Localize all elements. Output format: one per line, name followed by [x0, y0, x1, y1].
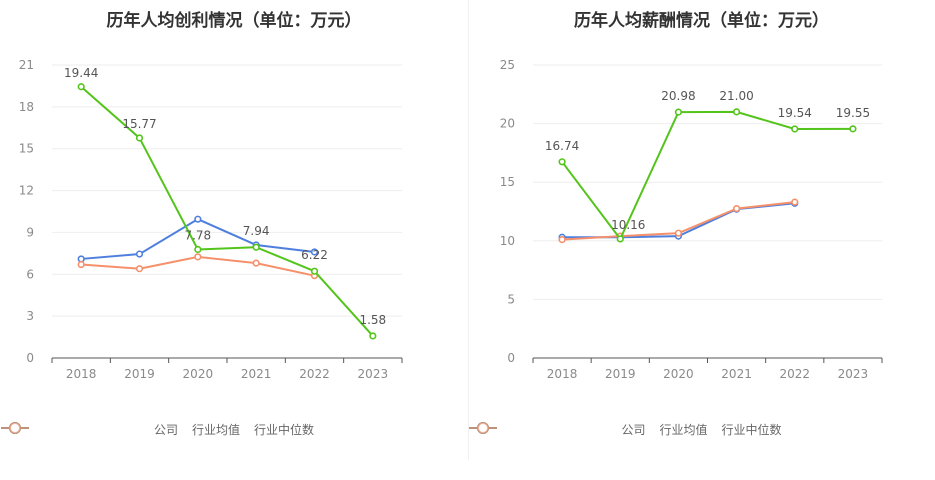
- data-point: [194, 215, 202, 223]
- y-tick-label: 9: [26, 225, 34, 239]
- data-point: [194, 253, 202, 261]
- legend-marker: [477, 422, 489, 434]
- data-point: [252, 259, 260, 267]
- data-point: [310, 267, 319, 275]
- data-label: 19.54: [778, 106, 812, 120]
- x-tick-label: 2020: [663, 367, 694, 381]
- legend-item-2[interactable]: 行业中位数: [469, 421, 782, 438]
- data-label: 6.22: [301, 248, 328, 262]
- legend-marker: [9, 422, 21, 434]
- legend-item-0[interactable]: 公司: [469, 421, 646, 438]
- y-tick-label: 0: [507, 351, 515, 365]
- legend-label: 公司: [621, 423, 646, 437]
- data-label: 7.94: [243, 224, 270, 238]
- data-point: [558, 236, 566, 244]
- data-label: 19.44: [64, 66, 98, 80]
- panel-divider: [468, 0, 469, 460]
- data-label: 1.58: [359, 313, 386, 327]
- data-label: 19.55: [836, 106, 870, 120]
- data-point: [732, 204, 741, 213]
- y-tick-label: 15: [500, 175, 515, 189]
- legend-label: 行业均值: [191, 423, 240, 437]
- x-tick-label: 2023: [838, 367, 869, 381]
- legend-item-0[interactable]: 公司: [1, 421, 178, 438]
- data-point: [135, 265, 144, 273]
- legend-line-icon: [1, 422, 29, 434]
- data-point: [791, 198, 799, 206]
- x-tick-label: 2021: [721, 367, 752, 381]
- data-point: [732, 108, 741, 116]
- data-point: [558, 158, 566, 166]
- x-tick-label: 2022: [779, 367, 810, 381]
- salary-line-chart: 0 5 10 15 20 25 2018 2019 2020 2021 2022 2023 16.74 1…: [500, 58, 883, 381]
- x-tick-label: 2023: [358, 367, 389, 381]
- legend-line-icon: [469, 422, 497, 434]
- data-point: [77, 255, 85, 263]
- x-tick-label: 2022: [299, 367, 330, 381]
- profit-line-chart: 0 3 6 9 12 15 18 21 2018 2019 2020 2021 2022 2023 19.4…: [19, 58, 403, 381]
- x-tick-label: 2019: [605, 367, 636, 381]
- legend-label: 公司: [153, 423, 178, 437]
- legend-label: 行业均值: [659, 423, 708, 437]
- data-point: [616, 235, 624, 243]
- chart-title: 历年人均创利情况（单位：万元）: [106, 11, 362, 31]
- data-label: 10.16: [611, 218, 645, 232]
- chart-panel-profit: 历年人均创利情况（单位：万元） 0 3 6 9 12 15 18 21 2018 2019 2020…: [0, 11, 468, 438]
- data-point: [791, 125, 799, 133]
- data-label: 16.74: [545, 139, 579, 153]
- y-tick-label: 10: [500, 234, 515, 248]
- data-point: [77, 83, 85, 91]
- data-point: [674, 229, 683, 237]
- legend-item-1[interactable]: 行业均值: [469, 421, 708, 438]
- y-tick-label: 5: [507, 292, 515, 306]
- y-tick-label: 21: [19, 58, 34, 72]
- legend-item-2[interactable]: 行业中位数: [1, 421, 315, 438]
- x-tick-label: 2018: [66, 367, 97, 381]
- y-tick-label: 25: [500, 58, 515, 72]
- series-line-0: [80, 86, 374, 337]
- x-tick-label: 2020: [183, 367, 214, 381]
- data-point: [369, 332, 377, 340]
- data-label: 7.78: [184, 228, 211, 242]
- y-tick-label: 12: [19, 184, 34, 198]
- legend-label: 行业中位数: [721, 423, 782, 437]
- y-tick-label: 15: [19, 142, 34, 156]
- data-label: 15.77: [122, 117, 156, 131]
- y-tick-label: 18: [19, 100, 34, 114]
- legend-item-1[interactable]: 行业均值: [1, 421, 240, 438]
- data-point: [135, 134, 144, 142]
- data-point: [77, 260, 85, 269]
- x-tick-label: 2018: [547, 367, 578, 381]
- chart-panel-salary: 历年人均薪酬情况（单位：万元） 0 5 10 15 20 25 2018 2019 2020 20…: [468, 0, 935, 480]
- data-point: [310, 248, 319, 256]
- y-tick-label: 6: [26, 267, 34, 281]
- data-label: 20.98: [661, 89, 695, 103]
- x-tick-label: 2021: [241, 367, 272, 381]
- data-point: [252, 243, 260, 251]
- data-label: 21.00: [719, 89, 753, 103]
- data-point: [849, 125, 857, 133]
- x-tick-label: 2019: [124, 367, 155, 381]
- data-point: [674, 108, 683, 116]
- chart-legend: 公司 行业均值 行业中位数: [0, 421, 468, 438]
- chart-title: 历年人均薪酬情况（单位：万元）: [574, 11, 829, 31]
- series-line-0: [561, 110, 853, 241]
- data-point: [194, 245, 202, 254]
- legend-label: 行业中位数: [254, 423, 315, 437]
- y-tick-label: 0: [26, 351, 34, 365]
- chart-legend: 公司 行业均值 行业中位数: [468, 421, 935, 438]
- y-tick-label: 3: [26, 309, 34, 323]
- y-tick-label: 20: [500, 117, 515, 131]
- data-point: [135, 250, 144, 258]
